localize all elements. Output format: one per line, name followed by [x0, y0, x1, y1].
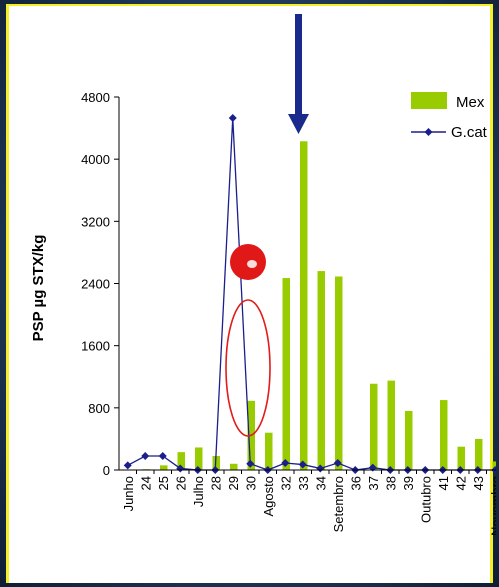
x-tick-label: 42 — [453, 476, 468, 490]
y-tick-label: 0 — [103, 463, 110, 478]
x-tick-label: Outubro — [418, 476, 433, 523]
bar-series-mex — [142, 141, 496, 470]
legend: Mex G.cat — [411, 92, 488, 141]
bar-mex — [387, 380, 395, 470]
point-gcat — [158, 452, 167, 461]
bar-mex — [317, 271, 325, 470]
bar-mex — [457, 446, 465, 470]
legend-label-mex: Mex — [456, 94, 485, 111]
x-tick-label: 41 — [436, 476, 451, 490]
y-tick-labels: 0 800 1600 2400 3200 4000 4800 — [81, 90, 119, 478]
point-gcat — [123, 461, 132, 470]
x-tick-label: 36 — [348, 476, 363, 490]
x-tick-label: 32 — [278, 476, 293, 490]
bar-mex — [405, 410, 413, 470]
bar-mex — [492, 461, 496, 470]
bar-mex — [230, 463, 238, 470]
point-gcat — [141, 452, 150, 461]
x-tick-labels: Junho 24 25 26 Julho 28 29 30 Agosto 32 33 34 Setemb… — [121, 470, 496, 536]
x-tick-label: 33 — [296, 476, 311, 490]
x-tick-label: 28 — [208, 476, 223, 490]
x-tick-label: 43 — [471, 476, 486, 490]
x-tick-label: Agosto — [261, 476, 276, 516]
x-tick-label: 29 — [226, 476, 241, 490]
point-gcat — [228, 113, 237, 122]
point-gcat — [281, 459, 290, 468]
chart-svg: 0 800 1600 2400 3200 4000 4800 Junho 24 25 26 Julh… — [30, 14, 496, 536]
x-tick-label: Novembro — [488, 476, 496, 536]
y-tick-label: 4800 — [81, 90, 110, 105]
x-tick-label: 26 — [173, 476, 188, 490]
x-tick-label: 37 — [366, 476, 381, 490]
y-tick-label: 4000 — [81, 152, 110, 167]
y-axis-label: PSP µg STX/kg — [30, 235, 47, 342]
highlight-ellipse — [225, 299, 271, 437]
point-gcat — [333, 459, 342, 468]
x-tick-label: 34 — [313, 476, 328, 490]
x-tick-label: 30 — [243, 476, 258, 490]
point-gcat — [246, 459, 255, 468]
down-arrow — [288, 14, 309, 134]
y-tick-label: 1600 — [81, 339, 110, 354]
y-tick-label: 2400 — [81, 277, 110, 292]
bar-mex — [475, 438, 483, 470]
bar-mex — [335, 276, 343, 470]
bar-mex — [300, 141, 308, 470]
bar-mex — [265, 432, 273, 470]
x-tick-label: Julho — [191, 476, 206, 507]
red-circle-marker — [230, 244, 266, 280]
legend-swatch-mex — [411, 92, 447, 109]
x-tick-label: 24 — [138, 476, 153, 490]
y-tick-label: 3200 — [81, 214, 110, 229]
x-tick-label: Junho — [121, 476, 136, 511]
x-tick-label: 39 — [401, 476, 416, 490]
point-gcat — [298, 460, 307, 469]
bar-mex — [160, 465, 168, 470]
chart-panel: 0 800 1600 2400 3200 4000 4800 Junho 24 25 26 Julh… — [6, 4, 496, 583]
legend-label-gcat: G.cat — [451, 124, 488, 141]
x-tick-label: 38 — [383, 476, 398, 490]
y-tick-label: 800 — [88, 401, 110, 416]
bar-mex — [195, 447, 203, 470]
bar-mex — [282, 278, 290, 470]
bar-mex — [440, 400, 448, 470]
legend-marker-gcat — [424, 128, 433, 136]
bar-mex — [177, 452, 185, 470]
bar-mex — [370, 383, 378, 470]
x-tick-label: Setembro — [331, 476, 346, 532]
bar-mex — [212, 456, 220, 470]
x-tick-label: 25 — [156, 476, 171, 490]
